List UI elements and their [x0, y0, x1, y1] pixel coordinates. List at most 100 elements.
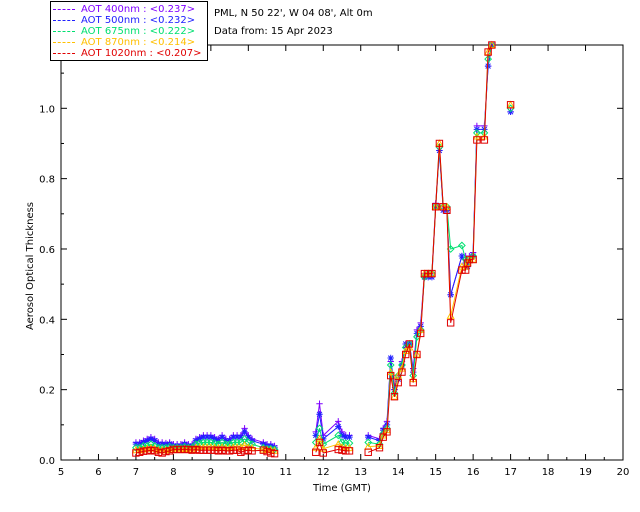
data-point — [424, 269, 432, 278]
x-tick-label: 8 — [170, 467, 176, 478]
data-point — [469, 255, 477, 264]
legend-item-870: AOT 870nm : <0.214> — [53, 37, 195, 48]
data-point — [484, 62, 492, 70]
x-tick-label: 10 — [242, 467, 255, 478]
data-point — [229, 446, 238, 454]
legend-label-675: AOT 675nm : <0.222> — [81, 26, 196, 37]
data-point — [446, 319, 455, 327]
data-point — [412, 350, 421, 358]
series-2 — [132, 41, 515, 454]
data-point — [211, 435, 218, 443]
data-point — [458, 266, 466, 274]
data-point — [151, 437, 158, 444]
data-point — [162, 447, 170, 456]
series-0 — [132, 41, 514, 450]
data-point — [342, 433, 349, 441]
data-point — [181, 440, 188, 448]
data-point — [413, 350, 421, 359]
legend-item-675: AOT 675nm : <0.222> — [53, 26, 195, 37]
data-point — [461, 266, 470, 274]
data-point — [259, 445, 268, 453]
data-point — [443, 206, 451, 214]
data-point — [180, 445, 189, 454]
data-point — [375, 443, 384, 452]
data-point — [195, 446, 204, 454]
data-point — [405, 340, 414, 348]
legend-item-1020: AOT 1020nm : <0.207> — [53, 48, 201, 59]
data-point — [135, 448, 144, 456]
axis-ticks: 5 6 7 8 9 10 11 12 13 14 15 16 17 18 19 20 0.0 0.2 0.4 0.6 0… — [39, 45, 629, 478]
data-point — [312, 448, 320, 456]
series-line-2 — [136, 45, 511, 449]
data-point — [192, 445, 200, 454]
data-point — [132, 449, 140, 457]
data-point — [218, 433, 226, 441]
data-point — [383, 428, 391, 436]
legend-item-500: AOT 500nm : <0.232> — [53, 15, 195, 26]
x-tick-label: 20 — [617, 467, 630, 478]
data-point — [334, 445, 342, 454]
data-point — [311, 443, 320, 451]
date-info: Data from: 15 Apr 2023 — [214, 26, 333, 37]
x-tick-label: 14 — [392, 467, 405, 478]
data-point — [135, 443, 144, 452]
data-point — [394, 371, 403, 380]
data-point — [442, 202, 451, 210]
data-point — [237, 448, 245, 456]
legend-swatch-675 — [53, 30, 75, 32]
x-tick-label: 12 — [317, 467, 330, 478]
x-tick-label: 15 — [429, 467, 442, 478]
data-point — [150, 447, 159, 455]
data-point — [245, 433, 252, 441]
data-point — [338, 446, 346, 454]
data-point — [365, 433, 372, 441]
data-point — [233, 446, 241, 454]
data-point — [203, 446, 211, 454]
data-point — [180, 444, 189, 452]
legend: AOT 400nm : <0.237> AOT 500nm : <0.232> … — [50, 1, 208, 61]
data-point — [390, 392, 399, 401]
y-tick-label: 0.0 — [39, 456, 55, 467]
data-point — [390, 392, 399, 400]
series-4 — [132, 41, 515, 458]
plot-frame — [60, 44, 624, 461]
data-point — [248, 447, 256, 455]
data-point — [244, 446, 253, 454]
data-point — [484, 48, 492, 56]
data-point — [487, 40, 496, 49]
data-point — [196, 435, 203, 443]
data-point — [241, 428, 248, 436]
data-point — [401, 350, 410, 359]
data-point — [435, 139, 444, 148]
data-point — [472, 132, 481, 140]
data-point — [139, 447, 148, 455]
data-point — [191, 440, 200, 449]
data-point — [154, 448, 163, 456]
data-point — [270, 449, 279, 458]
legend-item-400: AOT 400nm : <0.237> — [53, 4, 195, 15]
data-point — [484, 55, 493, 63]
data-point — [409, 378, 417, 387]
data-point — [416, 329, 425, 338]
data-point — [173, 445, 181, 454]
data-point — [469, 252, 478, 260]
data-point — [506, 100, 515, 108]
x-tick-label: 19 — [579, 467, 592, 478]
x-axis-label: Time (GMT) — [312, 483, 371, 494]
data-point — [147, 435, 155, 443]
data-point — [488, 41, 496, 49]
y-tick-label: 0.4 — [39, 315, 55, 326]
y-tick-label: 1.0 — [39, 104, 55, 115]
data-point — [458, 252, 466, 260]
data-point — [428, 269, 436, 278]
data-point — [364, 438, 373, 447]
data-point — [169, 445, 178, 454]
data-point — [382, 425, 392, 434]
data-point — [316, 400, 323, 407]
data-point — [457, 241, 466, 250]
x-tick-label: 16 — [467, 467, 480, 478]
data-point — [465, 255, 474, 264]
data-point — [222, 447, 230, 455]
data-point — [345, 447, 354, 455]
y-tick-label: 0.2 — [39, 386, 55, 397]
